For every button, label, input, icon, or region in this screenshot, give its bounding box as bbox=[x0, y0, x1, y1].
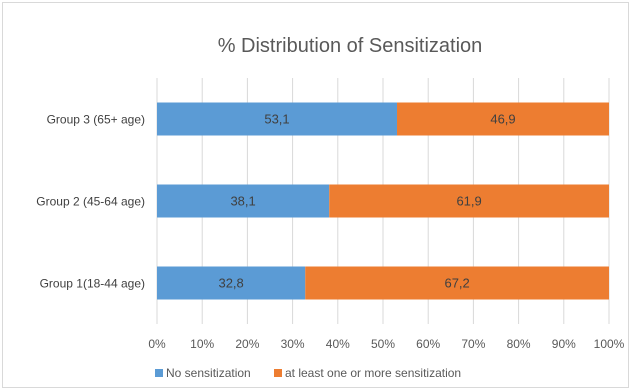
bar-segment bbox=[305, 266, 609, 300]
bar-labels: 53,1 46,9 38,1 61,9 32,8 67,2 bbox=[218, 112, 515, 291]
x-tick-label: 80% bbox=[507, 337, 531, 351]
data-label: 53,1 bbox=[264, 112, 289, 127]
bar-segment bbox=[329, 184, 609, 218]
data-label: 67,2 bbox=[444, 276, 469, 291]
data-label: 61,9 bbox=[456, 194, 481, 209]
bar-segment bbox=[397, 102, 609, 136]
legend-swatch bbox=[274, 369, 282, 377]
category-label: Group 1(18-44 age) bbox=[40, 277, 145, 291]
chart-title: % Distribution of Sensitization bbox=[218, 35, 483, 57]
legend-swatch bbox=[155, 369, 163, 377]
bar-segment bbox=[157, 266, 306, 300]
x-tick-label: 70% bbox=[461, 337, 485, 351]
legend-label: No sensitization bbox=[166, 366, 251, 380]
x-tick-label: 50% bbox=[371, 337, 395, 351]
legend-label: at least one or more sensitization bbox=[285, 366, 461, 380]
x-tick-labels: 0% 10% 20% 30% 40% 50% 60% 70% 80% 90% 100% bbox=[148, 337, 624, 351]
category-label: Group 2 (45-64 age) bbox=[36, 195, 145, 209]
legend: No sensitization at least one or more sen… bbox=[155, 366, 461, 380]
x-tick-label: 20% bbox=[235, 337, 259, 351]
x-tick-label: 0% bbox=[148, 337, 166, 351]
x-tick-label: 40% bbox=[326, 337, 350, 351]
bars bbox=[157, 102, 609, 300]
x-tick-label: 30% bbox=[281, 337, 305, 351]
data-label: 32,8 bbox=[218, 276, 243, 291]
bar-segment bbox=[157, 184, 330, 218]
data-label: 38,1 bbox=[230, 194, 255, 209]
x-tick-label: 90% bbox=[552, 337, 576, 351]
x-tick-label: 100% bbox=[594, 337, 625, 351]
data-label: 46,9 bbox=[490, 112, 515, 127]
x-tick-label: 10% bbox=[190, 337, 214, 351]
x-tick-label: 60% bbox=[416, 337, 440, 351]
category-label: Group 3 (65+ age) bbox=[47, 113, 145, 127]
bar-segment bbox=[157, 102, 398, 136]
category-labels: Group 3 (65+ age) Group 2 (45-64 age) Grou… bbox=[36, 113, 145, 291]
